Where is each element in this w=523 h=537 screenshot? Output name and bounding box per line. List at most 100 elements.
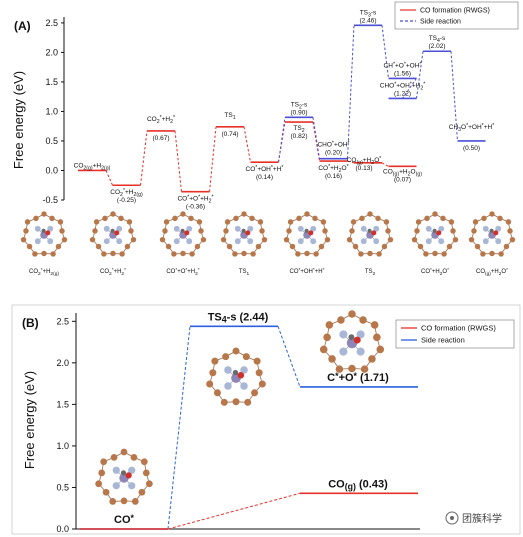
carbon-atom xyxy=(128,228,134,234)
panel-b: (B) 0.00.51.01.52.02.5 Free energy (eV) … xyxy=(11,304,521,535)
carbon-atom xyxy=(452,236,459,243)
panel-a-y-title: Free energy (eV) xyxy=(11,71,26,169)
carbon-atom xyxy=(224,219,231,225)
y-tick-label: 0.5 xyxy=(56,482,69,492)
carbon-atom xyxy=(446,243,453,250)
state-value-label: (0.90) xyxy=(291,109,308,116)
carbon-atom xyxy=(162,228,168,234)
carbon-atom xyxy=(32,251,38,257)
structure-label: CO2*+H2(g) xyxy=(29,267,59,277)
carbon-atom xyxy=(286,228,292,234)
oxygen-atom xyxy=(45,230,51,236)
carbon-atom xyxy=(209,369,217,377)
carbon-atom xyxy=(337,316,345,324)
structure-image xyxy=(95,448,153,505)
carbon-atom xyxy=(50,251,56,257)
oxygen-atom xyxy=(371,230,377,236)
oxygen-atom xyxy=(125,472,132,479)
state-value-label: (0.50) xyxy=(463,145,480,152)
oxygen-atom xyxy=(245,230,251,236)
carbon-atom xyxy=(253,357,261,365)
nitrogen-atom xyxy=(34,238,41,245)
structure-image xyxy=(89,211,137,257)
carbon-atom xyxy=(376,251,382,257)
adsorbate-carbon-atom xyxy=(489,228,494,233)
carbon-atom xyxy=(109,498,117,505)
carbon-atom xyxy=(226,243,233,250)
carbon-atom xyxy=(387,236,394,243)
nitrogen-atom xyxy=(234,225,241,232)
carbon-atom xyxy=(287,219,294,225)
carbon-atom xyxy=(26,243,33,250)
carbon-atom xyxy=(95,480,103,488)
structure-label: CO2*+H2* xyxy=(100,267,126,277)
carbon-atom xyxy=(385,228,391,234)
carbon-atom xyxy=(110,250,116,257)
carbon-atom xyxy=(325,321,334,329)
carbon-atom xyxy=(450,228,456,234)
panel-b-plot: CO* TS4-s (2.44) C*+O* (1.71) CO(g) (0.43) xyxy=(80,311,418,530)
nitrogen-atom xyxy=(234,238,241,245)
carbon-atom xyxy=(423,251,429,257)
carbon-atom xyxy=(180,211,186,217)
adsorbate-carbon-atom xyxy=(304,228,309,233)
carbon-atom xyxy=(360,365,369,373)
connector-side xyxy=(381,25,389,79)
nitrogen-atom xyxy=(34,225,41,232)
state-label: TS2-s xyxy=(291,101,308,110)
oxygen-atom xyxy=(353,336,361,344)
nitrogen-atom xyxy=(495,225,502,232)
carbon-atom xyxy=(220,236,227,243)
carbon-atom xyxy=(295,251,301,257)
carbon-atom xyxy=(140,458,148,466)
nitrogen-atom xyxy=(112,466,120,474)
nitrogen-atom xyxy=(116,225,123,232)
structure-label: CO*+OH*+H* xyxy=(290,267,325,275)
carbon-atom xyxy=(503,243,510,250)
carbon-atom xyxy=(163,219,170,225)
y-tick-label: 1.5 xyxy=(45,77,58,87)
carbon-atom xyxy=(24,219,31,225)
carbon-atom xyxy=(349,228,355,234)
carbon-atom xyxy=(138,488,146,496)
state-label: CO(g)+H2O(g) xyxy=(383,168,422,177)
nitrogen-atom xyxy=(112,482,120,490)
structure-label: CO*+H2O* xyxy=(421,267,449,277)
adsorbate-carbon-atom xyxy=(348,334,355,341)
carbon-atom xyxy=(497,215,503,222)
structure-image xyxy=(411,211,459,257)
carbon-atom xyxy=(367,250,373,257)
connector-rwgs xyxy=(105,170,113,186)
carbon-atom xyxy=(49,215,55,222)
state-value-label: (2.46) xyxy=(360,17,377,24)
structure-label: CO(g)+H2O* xyxy=(476,267,508,277)
nitrogen-atom xyxy=(438,225,445,232)
carbon-atom xyxy=(159,236,166,243)
nitrogen-atom xyxy=(247,238,254,245)
structure-label: CO*+O*+H2* xyxy=(166,267,199,277)
carbon-atom xyxy=(322,228,328,234)
panel-b-legend-box xyxy=(395,319,515,349)
carbon-atom xyxy=(188,215,194,222)
carbon-atom xyxy=(367,211,373,217)
nitrogen-atom xyxy=(186,225,193,232)
carbon-atom xyxy=(249,215,255,222)
connector-rwgs xyxy=(209,126,217,192)
carbon-atom xyxy=(283,236,290,243)
nitrogen-atom xyxy=(297,238,304,245)
structure-label: TS1 xyxy=(239,269,250,277)
carbon-atom xyxy=(241,211,247,217)
nitrogen-atom xyxy=(103,225,110,232)
y-tick-label: 2.0 xyxy=(56,358,69,368)
panel-a-legend-rwgs: CO formation (RWGS) xyxy=(420,8,490,15)
state-value-label: (1.22) xyxy=(394,90,411,97)
nitrogen-atom xyxy=(224,366,232,374)
structure-image xyxy=(159,211,207,257)
state-label: CO2(g)+H2(g) xyxy=(74,162,111,171)
connector-rwgs xyxy=(347,160,355,164)
carbon-atom xyxy=(41,250,47,257)
carbon-atom xyxy=(259,228,265,234)
state-value-label: (0.07) xyxy=(394,176,411,183)
carbon-atom xyxy=(59,228,65,234)
panel-b-frame xyxy=(11,304,521,535)
